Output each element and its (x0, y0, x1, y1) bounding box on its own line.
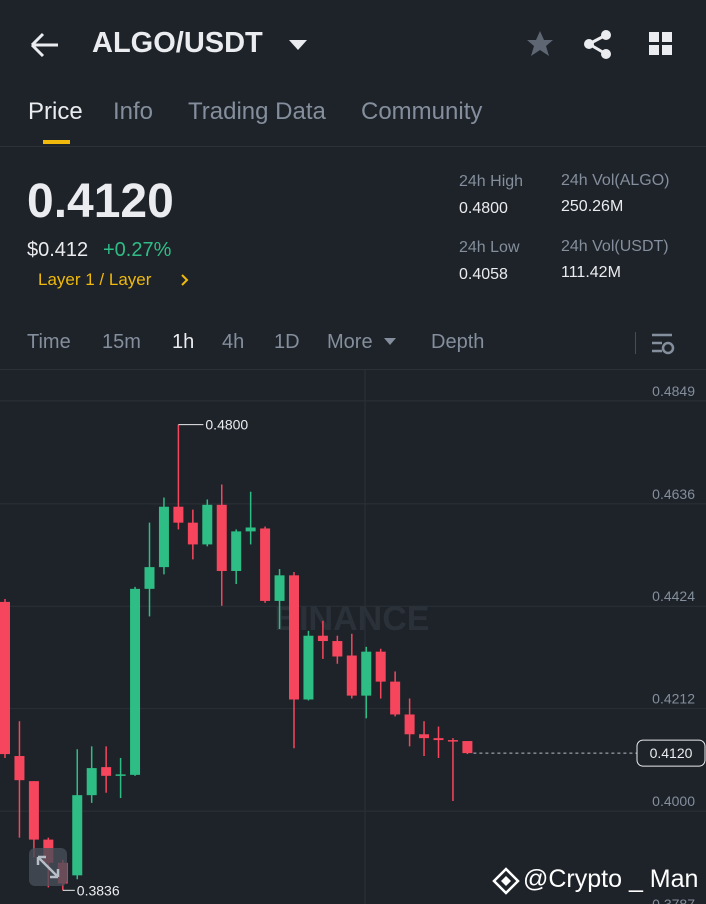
y-tick-label: 0.4636 (652, 486, 695, 502)
candle-body (28, 781, 39, 840)
divider (0, 146, 706, 147)
stat-value: 0.4058 (459, 266, 508, 283)
current-price-label: 0.4120 (650, 745, 693, 761)
y-tick-label: 0.3787 (652, 896, 695, 904)
candle-body (158, 506, 169, 568)
candle-body (245, 527, 256, 532)
interval[interactable]: 15m (102, 331, 141, 353)
candle-body (173, 506, 184, 523)
candle-body (274, 575, 285, 601)
interval[interactable]: More (327, 331, 373, 353)
separator (635, 332, 636, 354)
pair-dropdown[interactable] (288, 38, 308, 52)
divider (0, 369, 706, 370)
candle-body (144, 567, 155, 589)
current-price-box (636, 739, 706, 767)
tab[interactable]: Price (28, 98, 83, 125)
layout-icon[interactable] (648, 31, 674, 57)
candle-body (303, 635, 314, 700)
more-caret (384, 338, 396, 345)
category-tag[interactable]: Layer 1 / Layer (38, 270, 152, 289)
binance-logo (492, 867, 520, 895)
stat-value: 111.42M (561, 264, 621, 281)
back-button[interactable] (30, 30, 62, 60)
candle-body (72, 795, 83, 876)
expand-button[interactable] (29, 848, 67, 886)
candle-body (187, 522, 198, 545)
candle-body (231, 531, 242, 571)
tag-chevron (181, 274, 189, 286)
last-price: 0.4120 (27, 175, 174, 228)
candle-body (419, 734, 430, 739)
candle-body (101, 767, 112, 776)
settings-icon[interactable] (650, 332, 676, 356)
y-tick-label: 0.4212 (652, 691, 695, 707)
candle-body (317, 635, 328, 642)
y-tick-label: 0.4000 (652, 793, 695, 809)
candle-body (130, 588, 141, 775)
y-tick-label: 0.4424 (652, 588, 695, 604)
stat-label: 24h Low (459, 239, 520, 256)
candle-body (202, 504, 213, 545)
favorite-icon[interactable] (525, 29, 555, 59)
interval[interactable]: Time (27, 331, 71, 353)
share-icon[interactable] (582, 29, 614, 59)
credit: @Crypto _ Man (523, 865, 699, 893)
candle-body (462, 741, 473, 754)
usd-price: $0.412 (27, 239, 89, 261)
stat-label: 24h High (459, 173, 524, 190)
candle-body (260, 528, 271, 601)
candle-body (404, 714, 415, 735)
high-label: 0.4800 (205, 417, 248, 433)
tab-indicator (43, 140, 70, 144)
interval[interactable]: Depth (431, 331, 485, 353)
tab[interactable]: Community (361, 98, 483, 125)
tab[interactable]: Trading Data (188, 98, 326, 125)
interval[interactable]: 1h (172, 331, 195, 353)
candle-body (447, 740, 458, 742)
candle-body (433, 738, 444, 741)
candlestick-chart: BINANCE 0.40000.42120.44240.46360.48490.… (0, 370, 706, 904)
candle-body (86, 768, 97, 796)
stat-value: 0.4800 (459, 200, 508, 217)
candle-body (14, 756, 25, 781)
pair-title[interactable]: ALGO/USDT (92, 27, 263, 59)
stat-label: 24h Vol(ALGO) (561, 172, 670, 189)
y-tick-label: 0.4849 (652, 383, 695, 399)
candle-body (0, 601, 10, 755)
candle-body (115, 774, 126, 776)
interval[interactable]: 1D (274, 331, 300, 353)
candle-body (289, 575, 299, 700)
interval[interactable]: 4h (222, 331, 245, 353)
low-label: 0.3836 (77, 882, 120, 898)
stat-label: 24h Vol(USDT) (561, 238, 669, 255)
tab[interactable]: Info (113, 98, 154, 125)
candle-body (361, 651, 372, 696)
stat-value: 250.26M (561, 198, 624, 215)
candle-body (216, 504, 227, 571)
candle-body (332, 641, 343, 657)
candle-body (375, 651, 386, 682)
candle-body (390, 681, 401, 715)
price-change: +0.27% (103, 239, 172, 261)
candle-body (346, 655, 357, 696)
